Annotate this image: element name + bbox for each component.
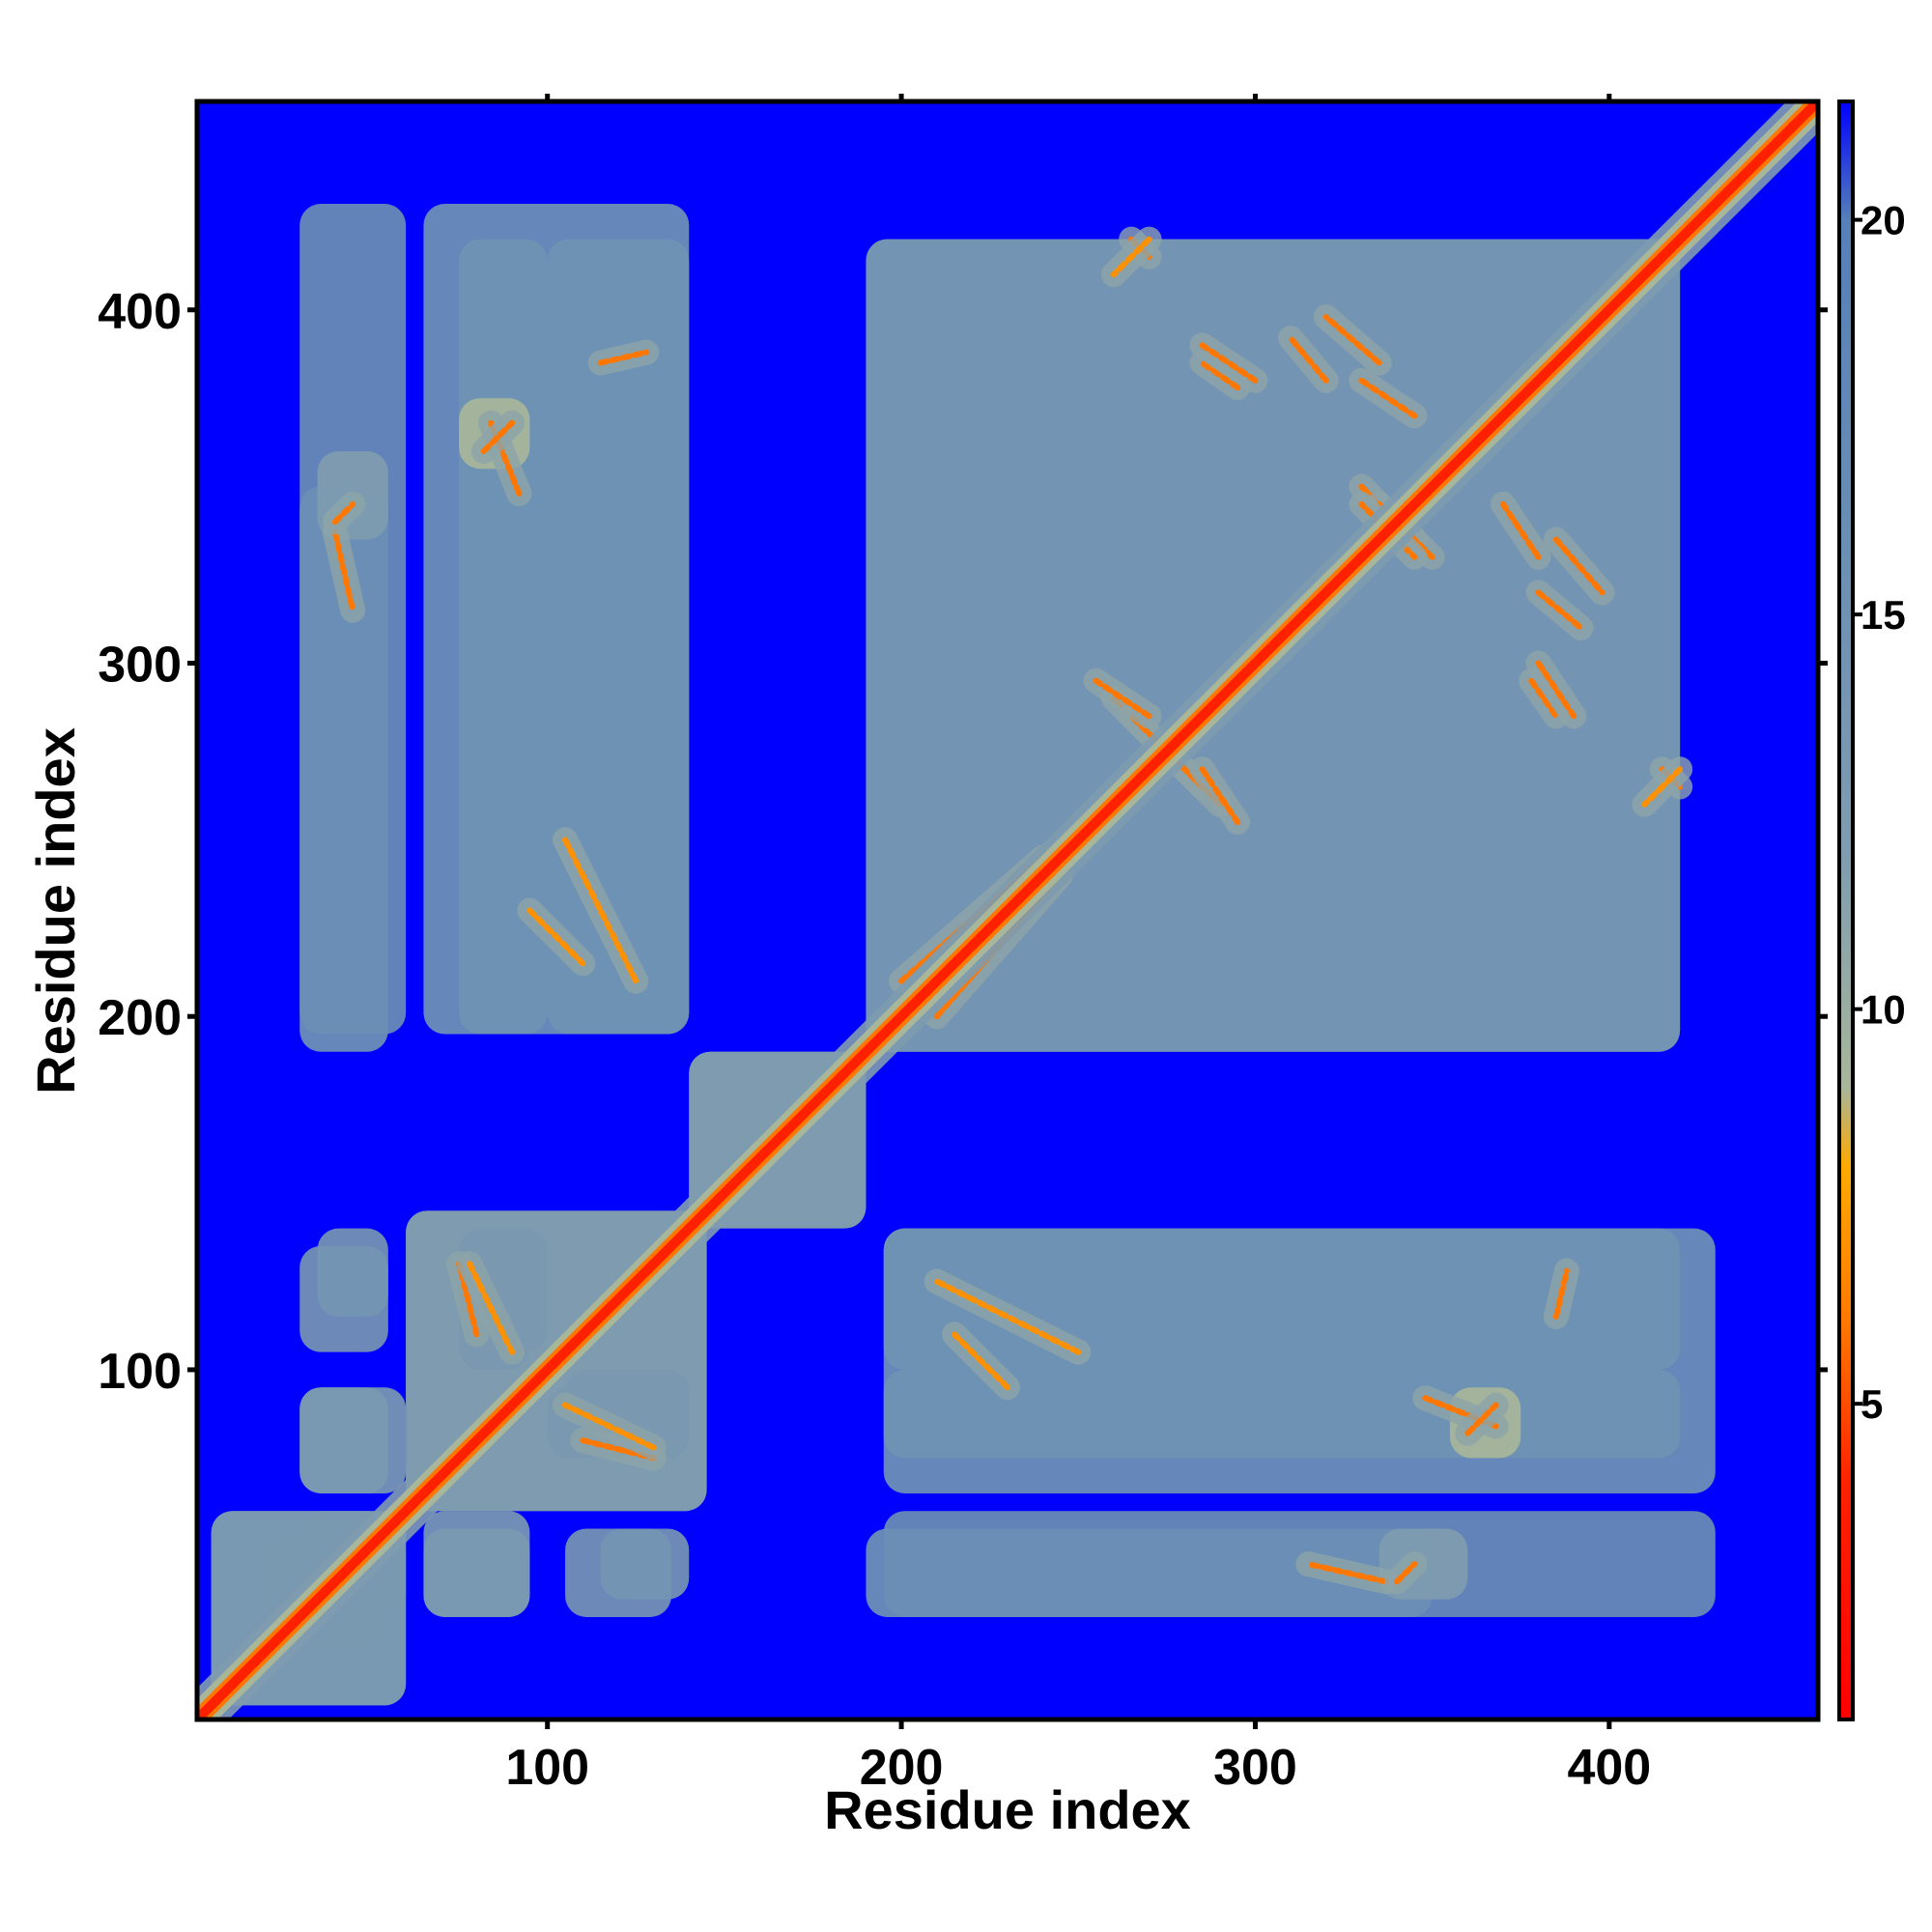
contact-line	[1552, 1267, 1570, 1321]
y-axis: 100 200 300 400	[98, 284, 197, 1400]
right-axis-ticks	[1818, 307, 1828, 1373]
colorbar-frame	[1837, 99, 1855, 1721]
y-tick-label: 400	[98, 284, 182, 340]
heatmap-region	[299, 1245, 388, 1352]
contact-line	[467, 1261, 516, 1355]
contact-line	[480, 419, 516, 455]
contact-line	[526, 907, 586, 967]
y-tick-label: 300	[98, 637, 182, 693]
contact-line	[1322, 314, 1382, 366]
x-tick-label: 100	[505, 1740, 589, 1796]
contact-line	[331, 529, 356, 613]
diagonal-band	[197, 101, 1818, 1719]
colorbar-ticks: 5 10 15 20	[1853, 198, 1906, 1427]
contact-line	[1305, 1561, 1390, 1585]
colorbar-tick-label: 10	[1861, 987, 1906, 1033]
contact-line	[952, 1331, 1010, 1391]
contact-line	[1499, 500, 1542, 560]
colorbar-tick-label: 15	[1861, 592, 1906, 638]
contact-line	[1535, 660, 1577, 720]
contact-line	[1394, 1561, 1418, 1585]
contact-line	[1199, 359, 1241, 391]
contact-line	[1535, 589, 1584, 631]
top-axis-ticks	[545, 94, 1612, 101]
x-tick-label: 400	[1567, 1740, 1651, 1796]
contact-line	[1288, 335, 1329, 384]
heatmap-region	[883, 1228, 1716, 1493]
y-tick-label: 200	[98, 990, 182, 1046]
x-axis-label: Residue index	[824, 1779, 1191, 1840]
colorbar-tick-label: 20	[1861, 198, 1906, 243]
contact-line	[1358, 377, 1418, 419]
contact-line	[597, 349, 650, 366]
contact-line	[1464, 1402, 1499, 1436]
colorbar-tick-label: 5	[1861, 1381, 1883, 1427]
contact-line	[1528, 677, 1559, 720]
plot-area	[194, 99, 1821, 1722]
contact-line	[1199, 766, 1241, 826]
contact-line	[1641, 766, 1684, 808]
y-tick-label: 100	[98, 1344, 182, 1400]
contact-line	[562, 837, 639, 984]
contact-line	[1110, 236, 1152, 278]
contact-line	[1093, 677, 1152, 720]
contact-line	[1199, 342, 1259, 384]
heatmap-region	[299, 1387, 407, 1493]
contact-line	[933, 1278, 1082, 1355]
x-tick-label: 200	[860, 1740, 944, 1796]
x-tick-label: 300	[1213, 1740, 1297, 1796]
diagonal-line	[197, 101, 1818, 1719]
heatmap-region	[565, 1528, 671, 1617]
heatmap-region	[423, 1511, 530, 1617]
contact-line	[562, 1402, 657, 1451]
heatmap-region	[423, 204, 690, 1035]
plot-frame	[194, 99, 1821, 1722]
colorbar-fill	[1839, 101, 1853, 1719]
colorbar: 5 10 15 20	[1837, 99, 1906, 1721]
x-axis: 100 200 300 400	[505, 1719, 1651, 1796]
y-axis-label: Residue index	[25, 727, 86, 1094]
contact-line	[1552, 536, 1605, 596]
contact-line	[331, 500, 356, 526]
